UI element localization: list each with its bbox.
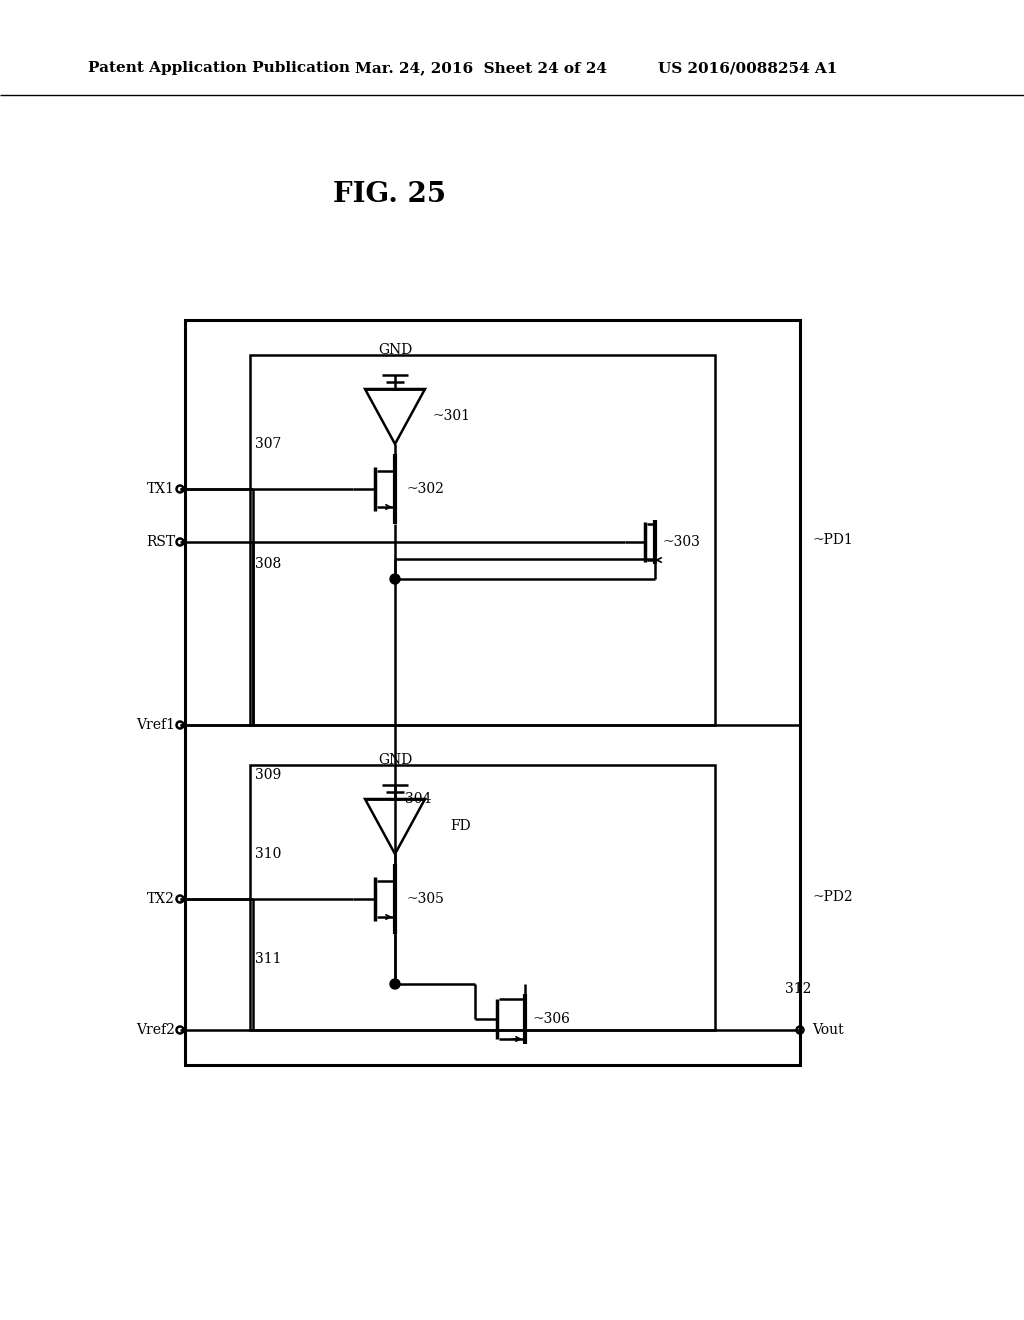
Bar [250,766,715,1030]
Text: ~301: ~301 [433,409,471,422]
Text: FD: FD [450,818,471,833]
Text: 311: 311 [255,952,282,966]
Text: TX1: TX1 [147,482,175,496]
Text: TX2: TX2 [147,892,175,906]
Text: Vout: Vout [812,1023,844,1038]
Text: Patent Application Publication: Patent Application Publication [88,61,350,75]
Text: ~303: ~303 [663,535,700,549]
Text: 310: 310 [255,847,282,861]
Text: GND: GND [378,752,412,767]
Text: Mar. 24, 2016  Sheet 24 of 24: Mar. 24, 2016 Sheet 24 of 24 [355,61,607,75]
Text: 312: 312 [785,982,811,997]
Text: ~PD1: ~PD1 [812,533,853,546]
Text: 308: 308 [255,557,282,572]
Text: Vref1: Vref1 [136,718,175,733]
Text: 309: 309 [255,768,282,781]
Text: ~PD2: ~PD2 [812,890,853,904]
Bar [250,355,715,725]
Text: FIG. 25: FIG. 25 [334,181,446,209]
Text: ~305: ~305 [407,892,444,906]
Text: ~302: ~302 [407,482,444,496]
Text: 304: 304 [406,792,431,807]
Text: US 2016/0088254 A1: US 2016/0088254 A1 [658,61,838,75]
Text: Vref2: Vref2 [136,1023,175,1038]
Bar [185,319,800,1065]
Text: RST: RST [145,535,175,549]
Circle shape [390,574,400,583]
Text: ~306: ~306 [534,1012,570,1026]
Text: GND: GND [378,343,412,356]
Circle shape [390,979,400,989]
Text: 307: 307 [255,437,282,451]
